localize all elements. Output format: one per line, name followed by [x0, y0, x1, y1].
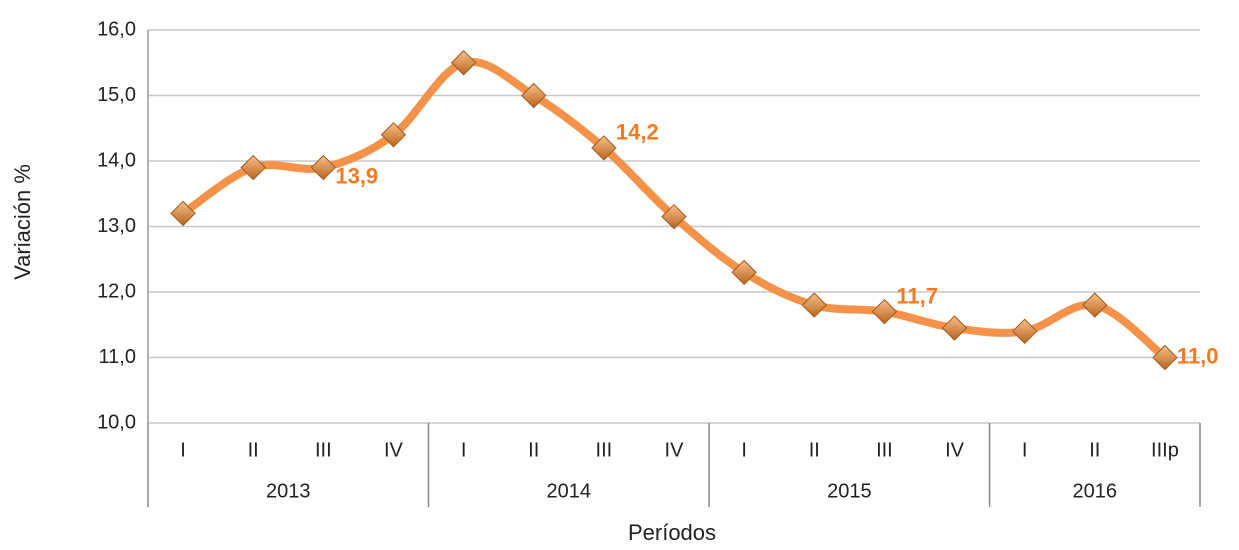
x-tick-label: III [876, 439, 893, 461]
x-tick-label: II [248, 439, 259, 461]
marker [591, 135, 617, 161]
marker [801, 292, 827, 318]
y-tick-label: 12,0 [97, 280, 136, 302]
data-label: 14,2 [616, 120, 659, 145]
x-group-label: 2014 [547, 480, 592, 502]
x-group-label: 2016 [1073, 480, 1118, 502]
x-tick-label: IV [384, 439, 404, 461]
y-tick-label: 13,0 [97, 215, 136, 237]
marker [1011, 318, 1038, 345]
y-tick-label: 15,0 [97, 84, 136, 106]
marker [240, 154, 266, 181]
marker [450, 50, 477, 76]
data-label: 13,9 [335, 163, 378, 188]
marker [661, 203, 687, 230]
x-tick-label: IIIp [1151, 439, 1179, 461]
marker [941, 315, 968, 341]
x-tick-label: I [741, 439, 747, 461]
data-label: 11,7 [896, 283, 938, 308]
x-tick-label: IV [665, 439, 685, 461]
marker [731, 259, 757, 286]
x-tick-label: I [180, 439, 186, 461]
marker [521, 82, 547, 109]
x-tick-label: III [596, 439, 613, 461]
marker [1152, 344, 1178, 371]
x-group-label: 2013 [266, 480, 311, 502]
y-tick-label: 16,0 [97, 18, 136, 40]
x-axis-title: Períodos [628, 520, 716, 545]
y-tick-label: 10,0 [97, 411, 136, 433]
x-tick-label: II [528, 439, 539, 461]
marker [310, 154, 337, 181]
x-tick-label: I [1022, 439, 1028, 461]
x-tick-label: II [1089, 439, 1100, 461]
marker [380, 122, 407, 148]
data-label: 11,0 [1177, 343, 1219, 368]
x-group-label: 2015 [827, 480, 872, 502]
y-tick-label: 14,0 [97, 149, 136, 171]
x-tick-label: II [809, 439, 820, 461]
x-tick-label: IV [945, 439, 965, 461]
x-tick-label: I [461, 439, 467, 461]
marker [170, 200, 196, 227]
y-tick-label: 11,0 [99, 346, 136, 368]
marker [871, 298, 898, 325]
y-axis-title: Variación % [10, 164, 35, 280]
x-tick-label: III [315, 439, 332, 461]
marker [1082, 292, 1108, 318]
